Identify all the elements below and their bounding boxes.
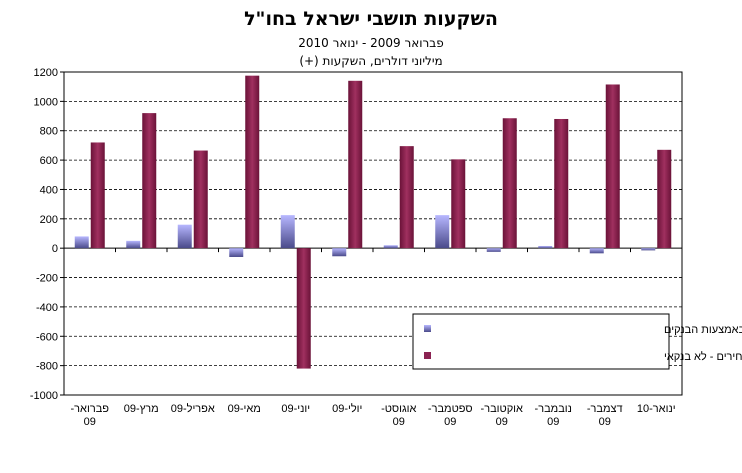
legend-swatch-direct	[424, 325, 431, 332]
x-category-label: אוגוסט-	[381, 403, 416, 415]
bar-portfolio	[605, 84, 620, 249]
bar-portfolio	[451, 159, 466, 249]
y-tick-label: 1200	[34, 67, 58, 79]
bar-direct	[280, 215, 295, 249]
x-category-label: פברואר-	[71, 403, 110, 415]
x-category-label: אפריל-09	[171, 402, 215, 415]
plot-area	[63, 71, 683, 396]
bar-direct	[589, 248, 604, 254]
bar-portfolio	[193, 150, 208, 249]
bar-portfolio	[554, 118, 569, 249]
y-tick-label: 800	[40, 126, 58, 138]
bar-direct	[435, 215, 450, 249]
x-category-label: מאי-09	[228, 403, 261, 415]
y-tick-label: 400	[40, 184, 58, 196]
x-category-label: 09	[444, 416, 456, 428]
bar-direct	[383, 245, 398, 249]
y-tick-label: 600	[40, 155, 58, 167]
bar-direct	[74, 236, 89, 249]
bar-direct	[332, 248, 347, 257]
y-tick-label: -600	[36, 331, 58, 343]
x-category-label: 09	[393, 416, 405, 428]
bar-portfolio	[502, 118, 517, 249]
x-category-label: דצמבר-	[587, 403, 623, 415]
legend-swatch-portfolio	[424, 352, 431, 359]
bar-portfolio	[348, 80, 363, 249]
bar-portfolio	[399, 146, 414, 249]
x-category-label: אוקטובר-	[481, 403, 524, 415]
y-tick-label: 1000	[34, 96, 58, 108]
bar-direct	[177, 224, 192, 249]
x-category-label: מרץ-09	[124, 403, 159, 415]
legend-label-direct: השקעות ישירות בחו"ל באמצעות הבנקים	[664, 323, 742, 336]
x-category-label: 09	[496, 416, 508, 428]
bar-portfolio	[90, 142, 105, 249]
bar-direct	[229, 248, 244, 257]
chart-unit-label: מיליוני דולרים, השקעות (+)	[299, 54, 443, 68]
bar-portfolio	[142, 113, 157, 249]
x-category-label: 09	[599, 416, 611, 428]
chart-title: השקעות תושבי ישראל בחו"ל	[244, 8, 498, 30]
x-category-label: יוני-09	[281, 403, 310, 415]
chart-subtitle: פברואר 2009 - ינואר 2010	[298, 36, 444, 50]
legend-label-portfolio: השקעות פיננסיות בני"ע סחירים - לא בנקאי	[664, 350, 742, 363]
x-category-label: 09	[547, 416, 559, 428]
bar-direct	[641, 248, 656, 251]
y-tick-label: 200	[40, 214, 58, 226]
y-tick-label: 0	[52, 243, 58, 255]
bar-portfolio	[296, 248, 311, 369]
x-category-label: 09	[84, 416, 96, 428]
legend-box	[412, 313, 670, 370]
bar-portfolio	[657, 149, 672, 249]
x-category-label: ינואר-10	[637, 403, 676, 415]
x-category-label: יולי-09	[332, 402, 362, 415]
y-tick-label: -1000	[30, 390, 58, 402]
bar-direct	[486, 248, 501, 252]
y-tick-label: -400	[36, 302, 58, 314]
bar-direct	[538, 245, 553, 249]
bar-portfolio	[245, 75, 260, 249]
chart-legend: השקעות ישירות בחו"ל באמצעות הבנקים השקעו…	[412, 313, 742, 370]
x-category-label: נובמבר-	[535, 403, 572, 415]
bar-direct	[126, 240, 141, 249]
y-tick-label: -800	[36, 361, 58, 373]
y-tick-label: -200	[36, 273, 58, 285]
x-category-label: ספטמבר-	[428, 403, 473, 415]
